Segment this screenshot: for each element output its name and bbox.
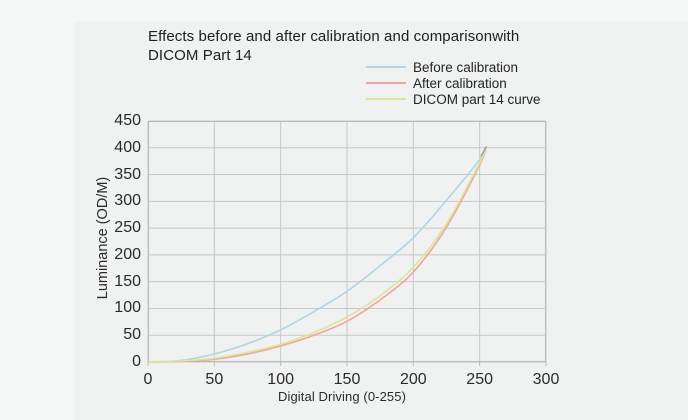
curves-converge-tip	[480, 146, 488, 157]
y-tick-label: 0	[132, 353, 141, 370]
y-tick-label: 400	[114, 138, 141, 156]
legend-line-swatch	[366, 82, 406, 84]
y-tick-label: 250	[114, 219, 141, 237]
plot-area	[147, 120, 547, 366]
chart-panel	[75, 22, 688, 420]
x-tick-label: 300	[532, 371, 560, 388]
series-curve-after-calibration	[147, 145, 488, 363]
x-tick-label: 200	[399, 371, 427, 388]
series-curve-dicom-part-14-curve	[147, 145, 488, 363]
legend-line-swatch	[366, 98, 406, 100]
y-tick-label: 150	[114, 272, 141, 290]
x-tick-label: 150	[333, 371, 361, 388]
chart-title: Effects before and after calibration and…	[148, 28, 520, 65]
legend-item-after-calibration: After calibration	[366, 75, 541, 91]
legend-line-swatch	[366, 66, 406, 68]
y-tick-label: 300	[114, 192, 141, 210]
legend-label: DICOM part 14 curve	[413, 91, 541, 107]
legend-item-dicom-part-14-curve: DICOM part 14 curve	[366, 91, 541, 107]
y-tick-label: 350	[114, 165, 141, 183]
y-tick-label: 200	[114, 245, 141, 263]
plot-border	[148, 121, 546, 362]
x-tick-label: 100	[267, 371, 294, 388]
y-axis-title: Luminance (OD/M)	[95, 176, 111, 300]
x-axis-title: Digital Driving (0-255)	[277, 389, 406, 404]
x-tick-label: 250	[466, 371, 493, 388]
legend-label: After calibration	[413, 75, 507, 91]
chart-legend: Before calibration After calibration DICOM…	[366, 59, 541, 107]
y-tick-label: 100	[114, 299, 141, 317]
series-curve-before-calibration	[147, 145, 488, 363]
legend-item-before-calibration: Before calibration	[366, 59, 541, 75]
legend-label: Before calibration	[413, 59, 519, 75]
x-tick-label: 0	[143, 371, 153, 388]
x-tick-label: 50	[205, 371, 224, 388]
y-tick-label: 50	[123, 326, 141, 344]
y-tick-label: 450	[114, 112, 141, 129]
